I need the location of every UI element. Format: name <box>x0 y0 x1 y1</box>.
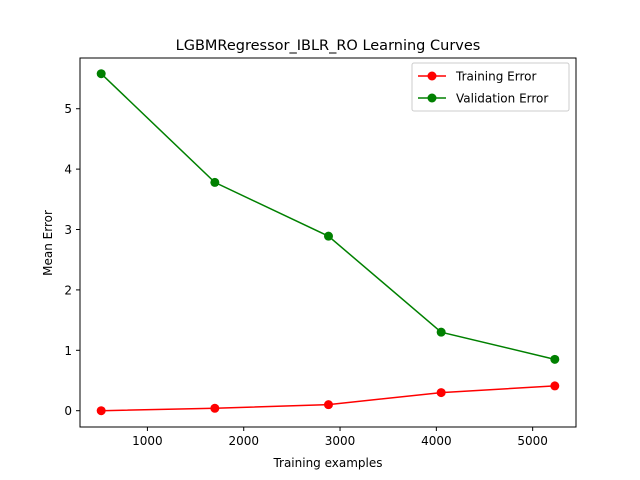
legend-label-training-error: Training Error <box>455 70 536 84</box>
validation-error-point <box>550 354 560 364</box>
x-tick-label: 1000 <box>132 434 163 448</box>
training-error-point <box>210 403 220 413</box>
training-error-point <box>550 381 560 391</box>
y-tick-label: 0 <box>64 404 72 418</box>
validation-error-point <box>323 231 333 241</box>
x-tick-label: 4000 <box>421 434 452 448</box>
x-tick-label: 3000 <box>325 434 356 448</box>
legend-box <box>411 62 570 112</box>
training-error-point <box>323 400 333 410</box>
legend-swatch-marker-training-error <box>427 71 437 81</box>
validation-error-point <box>96 69 106 79</box>
y-axis-title: Mean Error <box>41 210 55 276</box>
training-error-point <box>436 388 446 398</box>
legend-label-validation-error: Validation Error <box>456 92 548 106</box>
x-tick-label: 5000 <box>517 434 548 448</box>
x-axis-title: Training examples <box>272 456 382 470</box>
legend: Training Error Validation Error <box>411 62 570 112</box>
y-tick-label: 1 <box>64 344 72 358</box>
validation-error-point <box>436 327 446 337</box>
y-tick-label: 4 <box>64 163 72 177</box>
validation-error-point <box>210 177 220 187</box>
chart-title: LGBMRegressor_IBLR_RO Learning Curves <box>176 38 481 54</box>
y-tick-label: 2 <box>64 283 72 297</box>
legend-swatch-marker-validation-error <box>427 93 437 103</box>
y-tick-label: 5 <box>64 102 72 116</box>
x-tick-label: 2000 <box>228 434 259 448</box>
y-tick-label: 3 <box>64 223 72 237</box>
training-error-point <box>96 406 106 416</box>
plot-frame <box>79 57 577 428</box>
